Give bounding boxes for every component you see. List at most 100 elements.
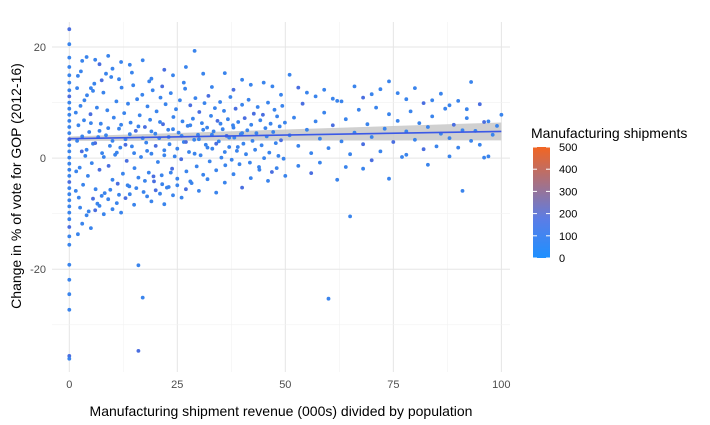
data-point [95,201,100,206]
data-point [187,150,191,154]
data-point [192,49,197,53]
data-point [152,179,156,184]
data-point [67,307,72,312]
data-point [365,122,370,127]
data-point [222,71,227,75]
data-point [439,91,443,96]
data-point [125,183,130,188]
data-point [67,80,72,85]
data-point [200,121,204,125]
data-point [99,194,104,198]
data-point [145,149,150,153]
data-point [309,151,314,156]
data-point [140,92,145,97]
data-point [179,157,184,162]
data-point [192,151,197,156]
data-point [184,169,189,174]
data-point [67,119,72,123]
data-point [149,199,154,204]
data-point [139,155,143,159]
data-point [67,106,72,111]
data-point [170,166,175,171]
data-point [226,117,230,122]
data-point [115,181,120,186]
data-point [369,135,374,139]
data-point [67,161,72,166]
data-point [108,144,112,148]
data-point [194,164,199,169]
data-point [110,177,115,182]
data-point [413,86,417,90]
x-tick-label: 100 [492,379,510,391]
data-point [158,120,162,124]
data-point [148,117,153,122]
data-point [67,149,72,154]
data-point [140,295,145,300]
data-points [67,27,504,361]
data-point [151,174,156,179]
data-point [228,95,233,99]
y-tick-label: -20 [30,264,46,276]
data-point [490,132,495,137]
data-point [119,60,123,64]
data-point [270,170,274,174]
trend-line-layer [69,130,502,140]
data-point [89,86,93,90]
data-point [175,176,180,181]
data-point [456,145,461,150]
data-point [404,152,409,157]
data-point [100,151,104,156]
data-point [84,213,89,218]
data-point [88,112,93,117]
data-point [356,107,361,112]
data-point [395,119,400,123]
data-point [275,114,279,119]
data-point [205,125,210,130]
data-point [93,208,98,213]
data-point [67,155,72,160]
data-point [93,57,98,62]
data-point [85,93,89,98]
data-point [215,119,220,123]
data-point [128,120,133,125]
data-point [159,173,164,178]
legend-label: 0 [559,253,565,265]
data-point [67,27,72,32]
legend-title: Manufacturing shipments [531,125,687,141]
data-point [146,170,151,175]
data-point [147,79,152,84]
data-point [91,196,95,201]
data-point [391,140,396,144]
data-point [67,292,72,297]
data-point [110,66,115,71]
data-point [67,174,72,178]
data-point [207,159,212,164]
data-point [482,120,486,124]
data-point [84,55,89,59]
data-point [153,131,158,136]
data-point [184,65,188,69]
data-point [305,90,309,95]
data-point [76,123,81,128]
color-legend: Manufacturing shipments 500 400 300 200 100 0 [531,125,687,265]
data-point [180,119,185,124]
data-point [121,171,125,176]
data-point [343,165,348,169]
data-point [106,197,111,202]
data-point [132,202,137,207]
grid [52,22,510,372]
data-point [378,149,383,154]
data-point [198,153,203,158]
data-point [67,65,72,69]
data-point [213,106,217,110]
data-point [443,106,448,111]
data-point [166,127,171,132]
data-point [426,162,430,167]
data-point [281,156,286,161]
data-point [95,105,99,110]
data-point [67,192,72,197]
data-point [262,156,266,161]
data-point [156,160,160,164]
data-point [171,73,175,78]
data-point [261,112,265,117]
